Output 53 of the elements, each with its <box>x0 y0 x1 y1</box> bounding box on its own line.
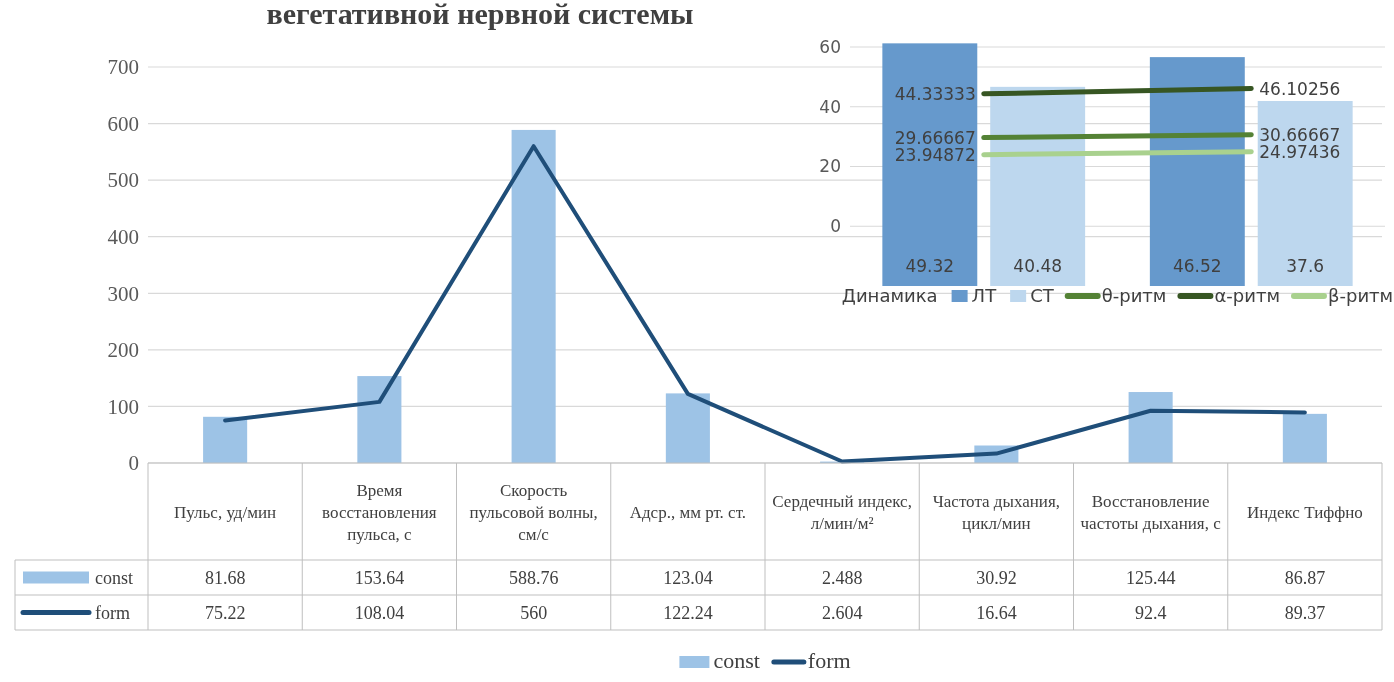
x-tick-label: Восстановление частоты дыхания, с <box>1080 491 1222 533</box>
data-label: 560 <box>520 602 548 623</box>
legend-label: α-ритм <box>1214 285 1280 306</box>
data-label: 588.76 <box>508 567 559 588</box>
data-label: 30.92 <box>976 567 1017 588</box>
y-tick-label: 400 <box>107 224 139 249</box>
chart-title: вегетативной нервной системы <box>266 0 694 30</box>
x-tick-label: Индекс Тиффно <box>1246 502 1363 522</box>
data-label: 92.4 <box>1134 602 1167 623</box>
data-label: 86.87 <box>1284 567 1326 588</box>
legend-label: СТ <box>1030 285 1055 306</box>
x-tick-label: Сердечный индекс, л/мин/м² <box>772 491 912 533</box>
data-label: 2.488 <box>821 567 863 588</box>
legend-label: form <box>95 602 130 623</box>
legend-label: β-ритм <box>1327 285 1394 306</box>
data-label: 122.24 <box>663 602 713 623</box>
text: const <box>713 648 760 673</box>
y-tick-label: 100 <box>107 394 139 419</box>
data-label: 46.10256 <box>1259 78 1341 99</box>
data-label: 108.04 <box>354 602 405 623</box>
data-label: 46.52 <box>1172 256 1222 276</box>
y-tick-label: 300 <box>107 281 139 306</box>
data-label: 75.22 <box>204 602 246 623</box>
legend-title: Динамика <box>841 285 938 306</box>
y-tick-label: 20 <box>819 156 841 177</box>
data-label: 89.37 <box>1284 602 1326 623</box>
legend-label: ЛТ <box>971 285 998 306</box>
y-tick-label: 0 <box>128 451 139 476</box>
x-tick-label: Адср., мм рт. ст. <box>629 502 747 522</box>
data-label: 123.04 <box>663 567 713 588</box>
y-tick-label: 600 <box>107 111 139 136</box>
y-tick-label: 200 <box>107 338 139 363</box>
y-tick-label: 500 <box>107 168 139 193</box>
data-label: 153.64 <box>354 567 405 588</box>
x-tick-label: Скорость пульсовой волны, см/с <box>469 480 598 544</box>
data-label: 2.604 <box>821 602 863 623</box>
data-label: 44.33333 <box>894 83 976 104</box>
x-tick-label: Время восстановления пульса, с <box>322 480 437 544</box>
data-label: 49.32 <box>905 256 955 276</box>
legend-label: θ-ритм <box>1101 285 1167 306</box>
data-label: 16.64 <box>976 602 1017 623</box>
y-tick-label: 700 <box>107 55 139 80</box>
data-label: 37.6 <box>1286 256 1325 276</box>
data-label: 81.68 <box>204 567 246 588</box>
x-tick-label: Пульс, уд/мин <box>174 502 277 522</box>
x-tick-label: Частота дыхания, цикл/мин <box>932 491 1060 533</box>
legend-label: const <box>95 567 133 588</box>
data-label: 125.44 <box>1125 567 1176 588</box>
y-tick-label: 0 <box>830 216 841 237</box>
text: form <box>807 648 851 673</box>
y-tick-label: 60 <box>819 36 841 57</box>
y-tick-label: 40 <box>819 96 841 117</box>
data-label: 40.48 <box>1013 256 1063 276</box>
